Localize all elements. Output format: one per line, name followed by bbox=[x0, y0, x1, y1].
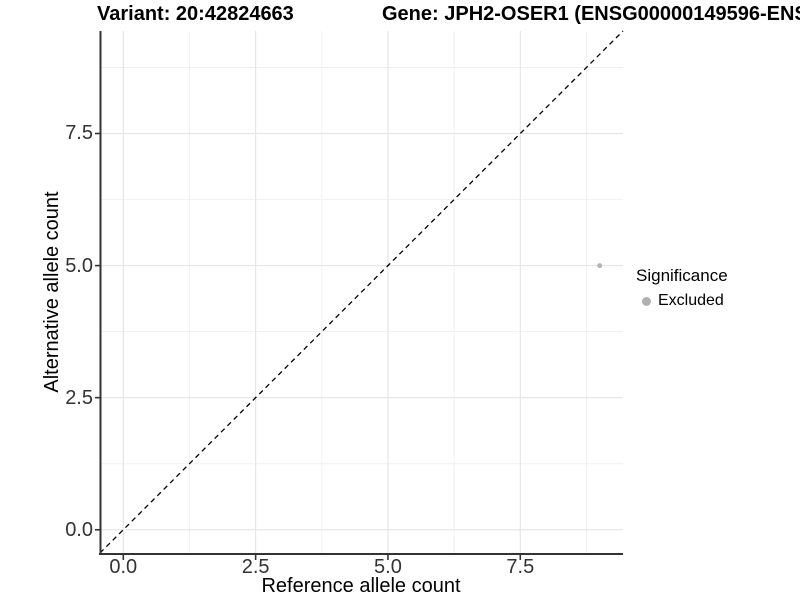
excluded-circle-marker-icon bbox=[642, 296, 651, 306]
x-tick-label: 5.0 bbox=[374, 556, 402, 578]
y-tick-label: 2.5 bbox=[65, 386, 93, 409]
plot-title-variant: Variant: 20:42824663 bbox=[97, 3, 294, 25]
data-point bbox=[597, 263, 603, 269]
y-tick-label: 0.0 bbox=[65, 518, 93, 541]
x-axis-title: Reference allele count bbox=[261, 575, 461, 597]
legend-item-label: Excluded bbox=[658, 292, 724, 309]
x-tick-label: 0.0 bbox=[109, 556, 138, 578]
legend: Significance Excluded bbox=[636, 265, 728, 311]
x-tick-label: 2.5 bbox=[241, 556, 270, 578]
y-tick-label: 7.5 bbox=[65, 122, 93, 145]
x-tick-label: 7.5 bbox=[506, 556, 535, 578]
y-tick-label: 5.0 bbox=[65, 254, 93, 277]
identity-reference-line bbox=[99, 30, 624, 554]
plot-title-gene: Gene: JPH2-OSER1 (ENSG00000149596-ENS bbox=[382, 3, 800, 25]
legend-title: Significance bbox=[636, 266, 728, 285]
legend-item-excluded: Excluded bbox=[636, 291, 728, 311]
y-axis-title: Alternative allele count bbox=[41, 191, 63, 393]
